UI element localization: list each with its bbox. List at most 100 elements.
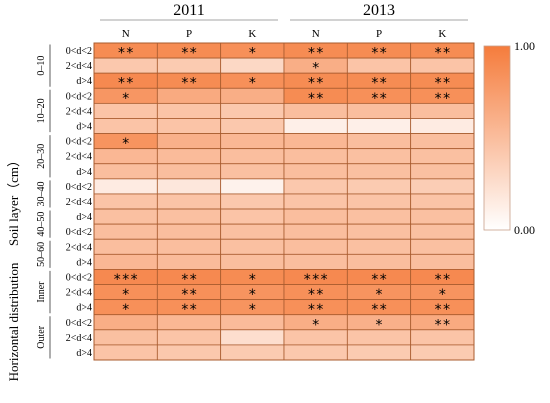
significance-mark: * [248, 46, 256, 62]
significance-mark: ** [371, 46, 388, 62]
significance-mark: ** [181, 272, 198, 288]
heatmap-cell [283, 133, 348, 150]
row-group-label: 50–60 [36, 242, 47, 267]
heatmap-cell [156, 178, 222, 195]
row-group-label: 10–20 [36, 98, 47, 123]
heatmap-cell [346, 344, 412, 361]
heatmap-cell [93, 253, 158, 270]
heatmap-cell [156, 253, 222, 270]
row-label: 2<d<4 [66, 333, 92, 344]
significance-mark: ** [181, 302, 198, 318]
significance-mark: * [121, 91, 129, 107]
heatmap-cell [93, 223, 158, 240]
row-group-label: Outer [36, 325, 47, 348]
significance-mark: ** [117, 76, 134, 92]
column-label: P [376, 28, 382, 40]
heatmap-cell [220, 193, 285, 210]
colorbar-gradient [483, 45, 511, 231]
significance-mark: *** [303, 272, 328, 288]
significance-mark: * [311, 61, 319, 77]
significance-mark: * [375, 287, 383, 303]
significance-mark: * [121, 136, 129, 152]
heatmap-cell [346, 253, 412, 270]
significance-mark: ** [307, 91, 324, 107]
significance-mark: ** [434, 317, 451, 333]
column-label: P [186, 28, 192, 40]
heatmap-cell [283, 178, 348, 195]
heatmap-cell [346, 178, 412, 195]
heatmap-cell [283, 193, 348, 210]
heatmap-cell [346, 238, 412, 255]
significance-mark: ** [371, 76, 388, 92]
heatmap-cell [93, 329, 158, 346]
heatmap-cell [283, 148, 348, 165]
heatmap-cell [346, 223, 412, 240]
row-label: 0<d<2 [66, 272, 92, 283]
heatmap-cell [283, 118, 348, 134]
significance-marks: ** ** * ** ** ***** ** * ** ** *** ** ** ****** ** * ***… [113, 46, 451, 334]
heatmap-cell [93, 344, 158, 361]
heatmap-cell [220, 148, 285, 165]
heatmap-cell [283, 238, 348, 255]
heatmap-cell [220, 253, 285, 270]
row-label: d>4 [76, 212, 92, 223]
significance-mark: ** [307, 302, 324, 318]
heatmap-cell [156, 118, 222, 134]
row-label: 2<d<4 [66, 288, 92, 299]
heatmap-cell [220, 133, 285, 150]
significance-mark: * [121, 287, 129, 303]
heatmap-cell [93, 193, 158, 210]
heatmap-cell [346, 163, 412, 180]
row-group-label: Inner [36, 281, 47, 303]
significance-mark: ** [307, 76, 324, 92]
colorbar: 1.00 0.00 [483, 39, 535, 237]
heatmap-cell [346, 118, 412, 134]
row-label: 2<d<4 [66, 61, 92, 72]
heatmap-cell [410, 163, 475, 180]
heatmap-cell [410, 344, 475, 361]
row-label: 2<d<4 [66, 106, 92, 117]
row-label: d>4 [76, 303, 92, 314]
heatmap-cell [156, 238, 222, 255]
heatmap-cell [156, 344, 222, 361]
significance-mark: * [248, 302, 256, 318]
row-label: d>4 [76, 348, 92, 359]
heatmap-cell [220, 163, 285, 180]
significance-mark: ** [371, 302, 388, 318]
heatmap-cell [410, 178, 475, 195]
heatmap-cell [410, 133, 475, 150]
row-label: 2<d<4 [66, 152, 92, 163]
heatmap-cell [410, 238, 475, 255]
significance-mark: * [121, 302, 129, 318]
y-axis-label-top: Soil layer（cm） [6, 154, 21, 246]
colorbar-max-label: 1.00 [514, 39, 535, 53]
heatmap-border [93, 42, 475, 361]
row-label: 0<d<2 [66, 318, 92, 329]
heatmap-cell [283, 208, 348, 225]
significance-mark: ** [434, 91, 451, 107]
heatmap-cell [410, 193, 475, 210]
heatmap-cell [220, 102, 285, 119]
row-label: d>4 [76, 122, 92, 133]
column-label: N [312, 28, 320, 40]
row-label: 2<d<4 [66, 197, 92, 208]
heatmap-cell [156, 223, 222, 240]
heatmap-cell [346, 208, 412, 225]
heatmap-cell [346, 193, 412, 210]
row-label: d>4 [76, 257, 92, 268]
heatmap-cell [156, 329, 222, 346]
row-label: d>4 [76, 167, 92, 178]
heatmap-cell [93, 208, 158, 225]
row-labels: 0<d<2 2<d<4 d>4 0<d<2 2<d<4 d>4 0<d<2 2<d<4 d>4 0… [66, 46, 92, 359]
heatmap-cell [410, 223, 475, 240]
heatmap-cell [220, 344, 285, 361]
heatmap-cell [346, 133, 412, 150]
heatmap-cell [410, 253, 475, 270]
significance-mark: ** [181, 287, 198, 303]
heatmap-cell [156, 208, 222, 225]
heatmap-cell [410, 148, 475, 165]
column-label: K [248, 28, 256, 40]
row-group-labels: 0–10 10–20 20–30 30–40 40–50 50–60 Inner Outer [36, 44, 51, 359]
heatmap-cell [220, 223, 285, 240]
